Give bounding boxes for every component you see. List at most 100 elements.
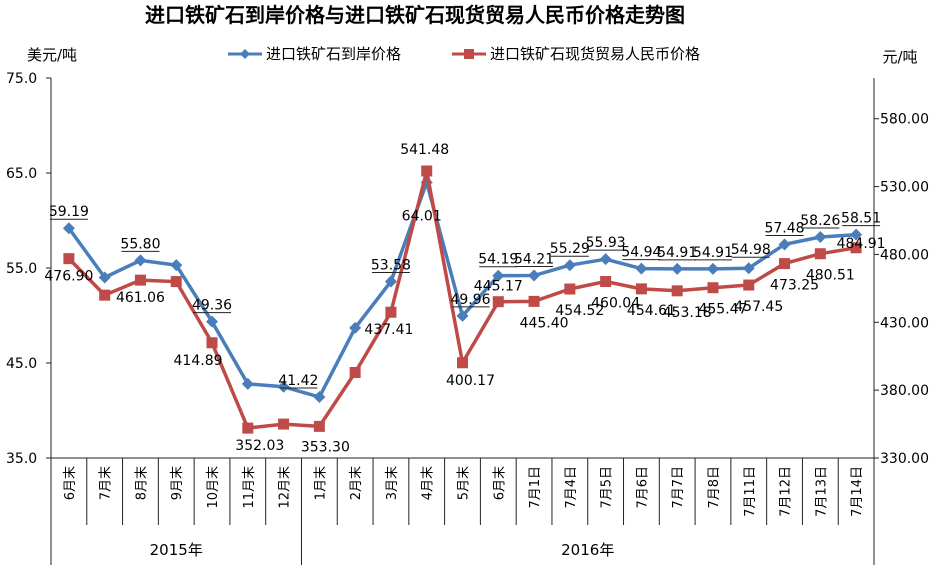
x-tick-label: 7月5日 <box>600 466 615 509</box>
data-label-rmb: 437.41 <box>364 322 413 338</box>
data-label-rmb: 480.51 <box>806 268 855 284</box>
data-label-rmb: 454.52 <box>555 303 604 319</box>
legend-label-red: 进口铁矿石现货贸易人民币价格 <box>490 45 700 63</box>
right-tick-label: 430.00 <box>880 315 929 331</box>
x-tick-label: 10月末 <box>206 466 221 509</box>
x-tick-label: 7月6日 <box>635 466 650 509</box>
year-label: 2015年 <box>150 541 203 559</box>
data-point-diamond <box>742 262 755 275</box>
data-label-rmb: 484.91 <box>837 236 886 252</box>
data-label-cif: 55.93 <box>586 235 626 251</box>
data-point-square <box>349 367 361 378</box>
data-point-square <box>850 242 862 254</box>
data-point-diamond <box>599 253 612 266</box>
x-tick-label: 7月1日 <box>528 466 543 509</box>
x-tick-label: 7月13日 <box>814 466 829 517</box>
data-label-rmb: 445.40 <box>520 315 569 331</box>
x-tick-label: 6月末 <box>492 466 507 500</box>
data-label-cif: 53.58 <box>371 257 411 273</box>
x-tick-label: 5月末 <box>457 466 472 500</box>
legend-label-blue: 进口铁矿石到岸价格 <box>266 45 401 63</box>
data-point-diamond <box>277 380 290 393</box>
data-point-diamond <box>814 231 827 244</box>
data-label-cif: 58.26 <box>800 213 840 229</box>
data-point-square <box>492 296 504 308</box>
data-point-square <box>814 248 826 260</box>
data-label-rmb: 453.18 <box>663 305 712 321</box>
data-label-cif: 54.91 <box>693 245 733 261</box>
data-label-cif: 41.42 <box>278 373 318 389</box>
data-point-square <box>242 422 254 434</box>
data-point-diamond <box>313 391 326 404</box>
series-layer <box>62 165 863 434</box>
data-label-rmb: 476.90 <box>44 269 93 285</box>
data-labels-layer: 59.19 55.80 49.36 41.42 53.58 64.01 49.96 54.19… <box>44 142 885 455</box>
x-tick-label: 4月末 <box>421 466 436 500</box>
right-axis-unit: 元/吨 <box>882 48 917 66</box>
data-point-diamond <box>456 309 469 322</box>
x-tick-label: 6月末 <box>63 466 78 500</box>
data-point-diamond <box>241 377 254 390</box>
data-point-square <box>564 283 576 295</box>
data-label-cif: 54.91 <box>657 245 697 261</box>
data-point-square <box>421 165 433 177</box>
data-point-square <box>743 279 755 291</box>
x-tick-label: 7月8日 <box>707 466 722 509</box>
x-tick-label: 7月11日 <box>743 466 758 517</box>
data-label-rmb: 414.89 <box>174 353 223 369</box>
data-point-square <box>170 276 182 288</box>
data-label-rmb: 455.47 <box>698 302 747 318</box>
data-label-cif: 49.36 <box>192 298 232 314</box>
x-tick-label: 7月末 <box>99 466 114 500</box>
data-point-square <box>385 306 397 318</box>
data-point-square <box>779 258 791 270</box>
right-tick-label: 580.00 <box>880 112 929 128</box>
data-point-diamond <box>170 259 183 272</box>
legend: 进口铁矿石到岸价格 进口铁矿石现货贸易人民币价格 <box>228 45 700 63</box>
left-tick-label: 65.0 <box>6 166 37 182</box>
legend-marker-diamond <box>240 49 250 59</box>
data-label-cif: 57.48 <box>764 220 804 236</box>
data-label-rmb: 445.17 <box>474 279 523 295</box>
data-label-cif: 49.96 <box>450 292 490 308</box>
data-point-square <box>313 420 325 432</box>
data-point-square <box>707 282 719 294</box>
data-point-square <box>206 337 218 349</box>
data-point-square <box>635 283 647 295</box>
x-tick-label: 12月末 <box>278 466 293 509</box>
data-label-rmb: 473.25 <box>770 278 819 294</box>
legend-marker-square <box>464 49 474 59</box>
data-label-rmb: 461.06 <box>116 290 165 306</box>
left-tick-label: 35.0 <box>6 451 37 467</box>
data-label-cif: 54.21 <box>514 252 554 268</box>
data-point-square <box>134 274 146 286</box>
data-point-diamond <box>778 238 791 251</box>
data-label-rmb: 454.61 <box>627 303 676 319</box>
data-point-square <box>278 418 290 430</box>
data-label-cif: 55.80 <box>120 236 160 252</box>
data-label-cif: 58.51 <box>841 211 881 227</box>
data-point-diamond <box>62 222 75 235</box>
data-point-square <box>457 357 468 369</box>
data-point-diamond <box>384 275 397 288</box>
data-point-diamond <box>528 269 541 282</box>
x-tick-label: 7月4日 <box>564 466 579 509</box>
data-point-diamond <box>492 269 505 282</box>
year-label: 2016年 <box>561 541 614 559</box>
x-tick-label: 7月14日 <box>850 466 865 517</box>
data-label-rmb: 541.48 <box>400 142 449 158</box>
data-point-diamond <box>563 259 576 272</box>
x-tick-label: 7月12日 <box>779 466 794 517</box>
data-point-diamond <box>706 262 719 275</box>
data-label-cif: 54.94 <box>621 245 661 261</box>
left-tick-label: 75.0 <box>6 71 37 87</box>
data-point-square <box>528 295 540 307</box>
left-axis-unit: 美元/吨 <box>27 46 77 64</box>
data-label-rmb: 353.30 <box>301 439 350 455</box>
data-label-rmb: 460.04 <box>591 296 640 312</box>
x-tick-label: 8月末 <box>134 466 149 500</box>
data-label-rmb: 352.03 <box>235 438 284 454</box>
x-tick-label: 1月末 <box>313 466 328 500</box>
